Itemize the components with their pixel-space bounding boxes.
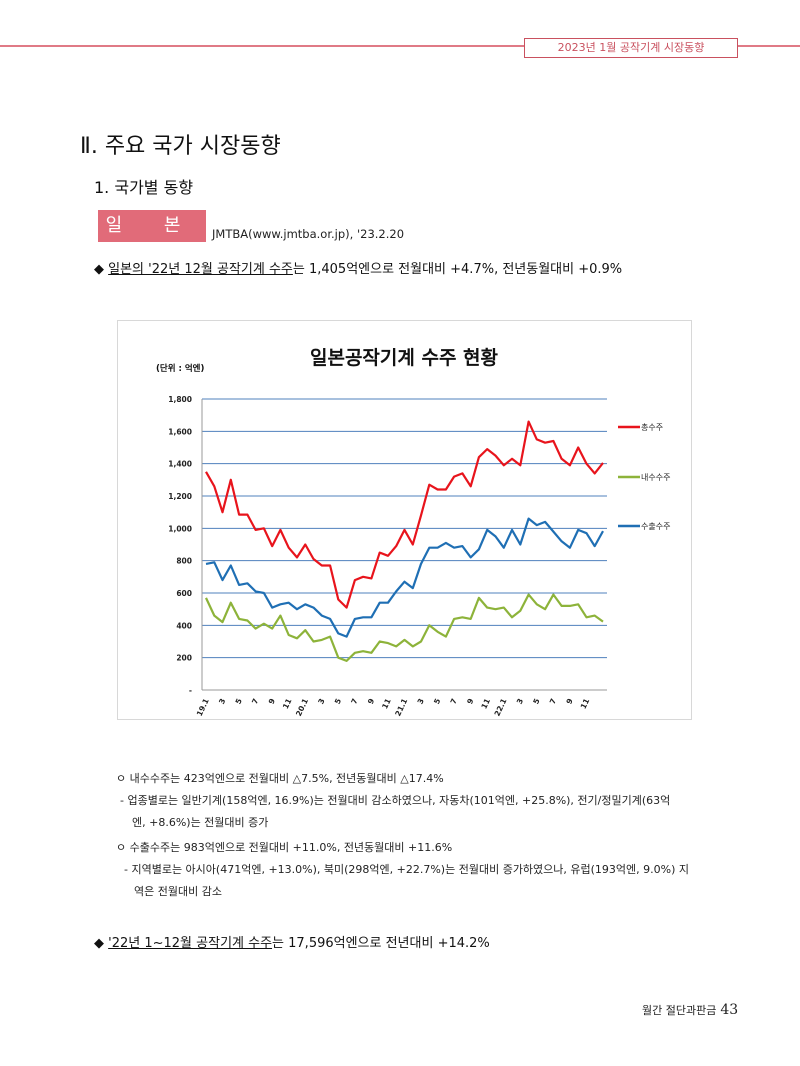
legend-label: 수출수주 <box>641 521 670 531</box>
x-tick-label: 7 <box>250 697 260 706</box>
x-tick-label: 9 <box>465 697 475 706</box>
x-tick-label: 5 <box>432 697 442 706</box>
y-tick-label: 600 <box>176 589 192 598</box>
headline-bullet: ◆ 일본의 '22년 12월 공작기계 수주는 1,405억엔으로 전월대비 +… <box>94 258 622 277</box>
y-tick-label: 1,800 <box>168 395 192 404</box>
note-line: 역은 전월대비 감소 <box>134 885 222 898</box>
country-tag: 일 본 <box>98 210 206 242</box>
x-tick-label: 5 <box>333 697 343 706</box>
note-line: 엔, +8.6%)는 전월대비 증가 <box>132 816 269 829</box>
x-tick-label: 3 <box>316 697 326 706</box>
x-tick-label: 3 <box>415 697 425 706</box>
source-citation: JMTBA(www.jmtba.or.jp), '23.2.20 <box>212 227 405 241</box>
x-tick-label: 11 <box>281 697 294 710</box>
y-tick-label: 200 <box>176 654 192 663</box>
x-tick-label: 9 <box>267 697 277 706</box>
running-header: 2023년 1월 공작기계 시장동향 <box>524 38 738 58</box>
series-line-3 <box>205 517 604 638</box>
diamond-bullet-icon: ◆ <box>94 936 104 951</box>
x-tick-label: 19.1 <box>195 697 211 718</box>
y-tick-label: 1,200 <box>168 492 192 501</box>
y-tick-label: 1,600 <box>168 427 192 436</box>
y-tick-label: 1,000 <box>168 524 192 533</box>
note-line: ㅇ 내수수주는 423억엔으로 전월대비 △7.5%, 전년동월대비 △17.4… <box>116 772 444 785</box>
footer: 월간 절단과판금 43 <box>642 1002 738 1018</box>
y-tick-label: 1,400 <box>168 460 192 469</box>
summary-bullet: ◆ '22년 1~12월 공작기계 수주는 17,596억엔으로 전년대비 +1… <box>94 932 490 951</box>
headline-rest: 는 1,405억엔으로 전월대비 +4.7%, 전년동월대비 +0.9% <box>292 262 623 277</box>
chart-unit-label: (단위 : 억엔) <box>156 363 204 374</box>
magazine-name: 월간 절단과판금 <box>642 1004 717 1017</box>
x-tick-label: 11 <box>579 697 592 710</box>
legend-label: 총수주 <box>641 423 663 432</box>
y-tick-label: 400 <box>176 621 192 630</box>
y-tick-label: - <box>189 686 192 695</box>
x-tick-label: 11 <box>479 697 492 710</box>
x-tick-label: 5 <box>531 697 541 706</box>
x-tick-label: 7 <box>548 697 558 706</box>
x-tick-label: 22.1 <box>493 697 509 718</box>
series-line-2 <box>205 593 604 662</box>
note-line: - 지역별로는 아시아(471억엔, +13.0%), 북미(298억엔, +2… <box>124 863 690 876</box>
orders-line-chart: 일본공작기계 수주 현황 (단위 : 억엔) - 200 400 600 800 1,00… <box>156 346 670 718</box>
series-line-1 <box>205 420 604 609</box>
x-tick-label: 11 <box>380 697 393 710</box>
x-tick-label: 3 <box>217 697 227 706</box>
x-tick-label: 7 <box>449 697 459 706</box>
section-title: Ⅱ. 주요 국가 시장동향 <box>80 134 281 159</box>
legend-label: 내수수주 <box>641 473 670 482</box>
page-number: 43 <box>720 1002 739 1018</box>
subsection-title: 1. 국가별 동향 <box>94 178 194 197</box>
summary-rest: 는 17,596억엔으로 전년대비 +14.2% <box>272 936 490 951</box>
chart-title: 일본공작기계 수주 현황 <box>310 346 499 369</box>
x-tick-label: 20.1 <box>294 697 310 718</box>
x-tick-label: 9 <box>366 697 376 706</box>
x-tick-label: 21.1 <box>393 697 409 718</box>
note-line: ㅇ 수출수주는 983억엔으로 전월대비 +11.0%, 전년동월대비 +11.… <box>116 841 453 854</box>
x-tick-label: 7 <box>349 697 359 706</box>
summary-underlined: '22년 1~12월 공작기계 수주 <box>108 936 273 951</box>
chart-frame: 일본공작기계 수주 현황 (단위 : 억엔) - 200 400 600 800 1,00… <box>117 320 692 720</box>
x-tick-label: 5 <box>234 697 244 706</box>
headline-underlined: 일본의 '22년 12월 공작기계 수주 <box>108 262 293 277</box>
header-rule <box>0 45 800 47</box>
diamond-bullet-icon: ◆ <box>94 262 104 277</box>
x-tick-label: 9 <box>564 697 574 706</box>
y-tick-label: 800 <box>176 557 192 566</box>
note-line: - 업종별로는 일반기계(158억엔, 16.9%)는 전월대비 감소하였으나,… <box>120 794 671 807</box>
x-tick-label: 3 <box>515 697 525 706</box>
